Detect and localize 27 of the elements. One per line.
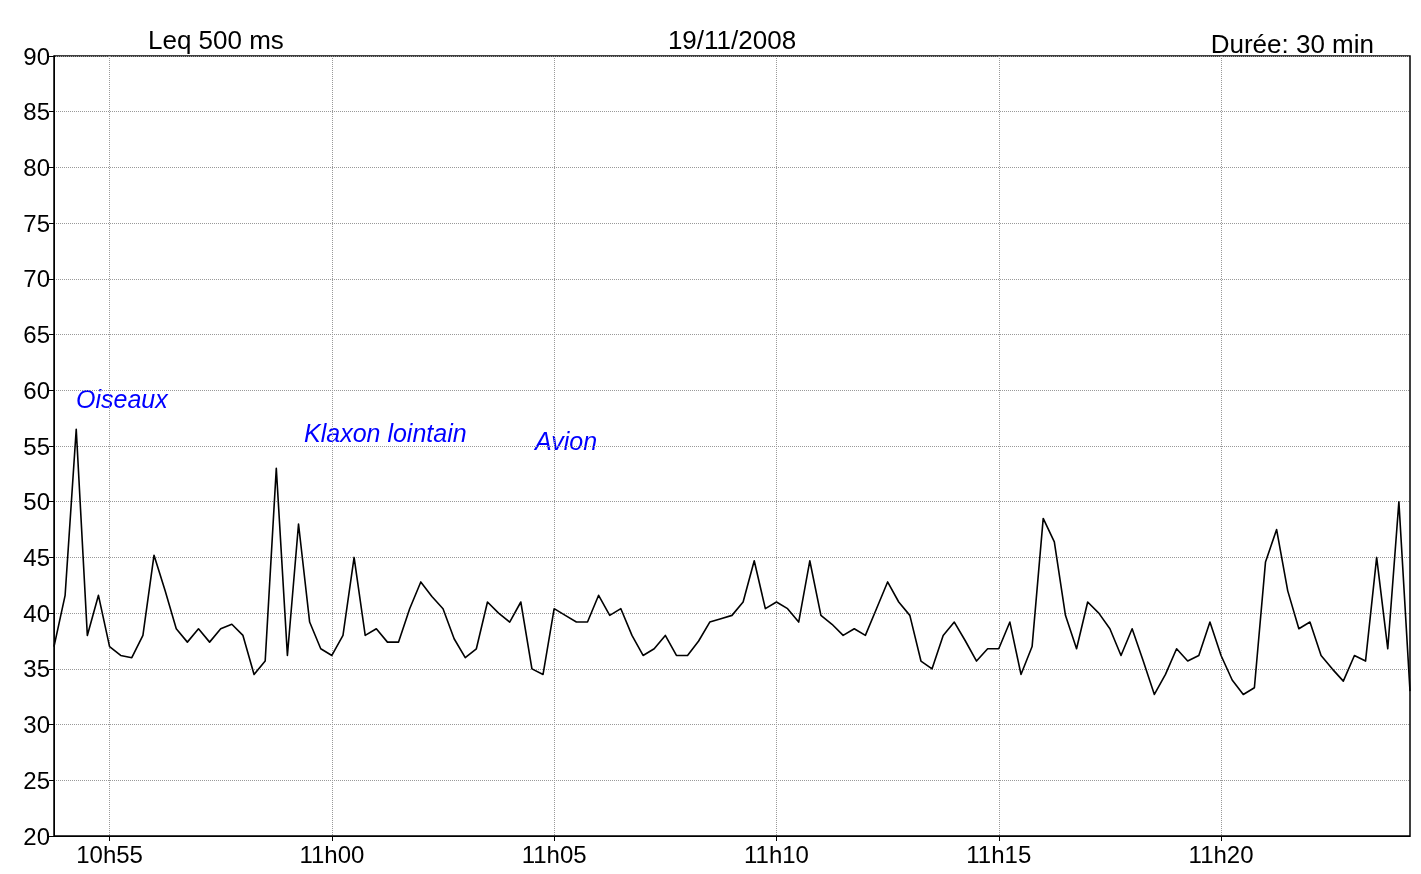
y-tick-label: 45 xyxy=(23,543,50,571)
y-tick-label: 90 xyxy=(23,42,50,70)
annotation: Avion xyxy=(533,426,598,455)
x-tick-label: 11h00 xyxy=(299,840,365,868)
annotation: Oiseaux xyxy=(76,384,170,413)
x-tick-label: 11h10 xyxy=(743,840,809,868)
y-tick-label: 30 xyxy=(23,711,50,739)
y-tick-label: 80 xyxy=(23,153,50,181)
y-tick-label: 35 xyxy=(23,655,50,683)
x-tick-label: 11h15 xyxy=(966,840,1032,868)
x-tick-label: 10h55 xyxy=(76,840,143,868)
y-tick-label: 20 xyxy=(23,822,50,850)
y-tick-label: 55 xyxy=(23,432,50,460)
annotation: Durée: 30 min xyxy=(1210,29,1375,59)
y-tick-label: 50 xyxy=(23,488,50,516)
y-tick-label: 40 xyxy=(23,599,50,627)
x-tick-label: 11h05 xyxy=(521,840,587,868)
annotation: Klaxon lointain xyxy=(304,418,467,447)
y-tick-label: 65 xyxy=(23,321,50,349)
y-tick-label: 60 xyxy=(23,376,50,404)
chart-title: 19/11/2008 xyxy=(667,25,797,55)
y-tick-label: 25 xyxy=(23,766,50,794)
y-tick-label: 70 xyxy=(23,265,50,293)
y-axis-title: Leq 500 ms xyxy=(148,25,284,55)
y-tick-label: 75 xyxy=(23,209,50,237)
y-tick-label: 85 xyxy=(23,98,50,126)
x-tick-label: 11h20 xyxy=(1188,840,1254,868)
